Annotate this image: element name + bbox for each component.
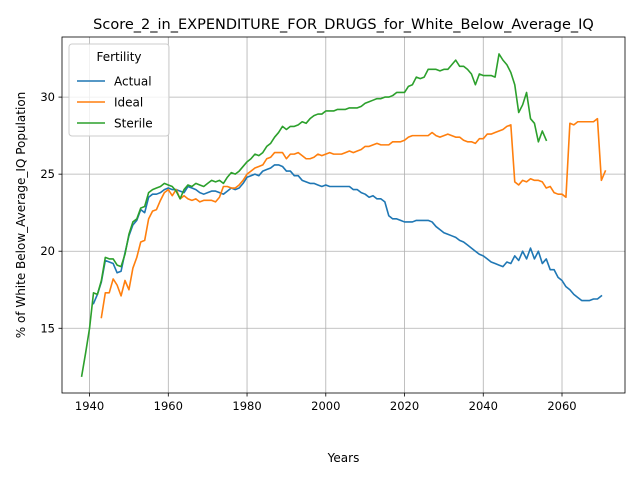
x-axis-label: Years: [327, 451, 360, 465]
x-tick-label: 1960: [154, 399, 183, 413]
legend-label-ideal: Ideal: [114, 96, 143, 110]
x-tick-label: 2040: [469, 399, 498, 413]
legend: Fertility Actual Ideal Sterile: [68, 43, 170, 137]
x-tick-label: 1980: [232, 399, 261, 413]
legend-box: [68, 43, 170, 137]
y-axis: 15 20 25 30: [40, 90, 62, 335]
series-line-actual: [92, 164, 603, 305]
legend-title: Fertility: [96, 50, 141, 64]
y-tick-label: 25: [40, 167, 55, 181]
x-axis: 1940 1960 1980 2000 2020 2040 2060: [75, 393, 577, 413]
x-tick-label: 2020: [390, 399, 419, 413]
series-line-ideal: [100, 117, 607, 319]
y-tick-label: 20: [40, 244, 55, 258]
x-tick-label: 1940: [75, 399, 104, 413]
y-axis-label: % of White Below_Average_IQ Population: [14, 92, 28, 339]
y-tick-label: 30: [40, 90, 55, 104]
chart-title: Score_2_in_EXPENDITURE_FOR_DRUGS_for_Whi…: [93, 17, 594, 33]
legend-label-sterile: Sterile: [114, 117, 153, 131]
x-tick-label: 2000: [311, 399, 340, 413]
series-line-sterile: [80, 53, 548, 377]
series-lines: [80, 53, 607, 377]
legend-entries: Actual Ideal Sterile: [77, 75, 153, 131]
grid-lines: [62, 37, 625, 393]
legend-label-actual: Actual: [114, 75, 152, 89]
x-tick-label: 2060: [547, 399, 576, 413]
y-tick-label: 15: [40, 321, 55, 335]
plot-area-frame: [61, 36, 626, 394]
